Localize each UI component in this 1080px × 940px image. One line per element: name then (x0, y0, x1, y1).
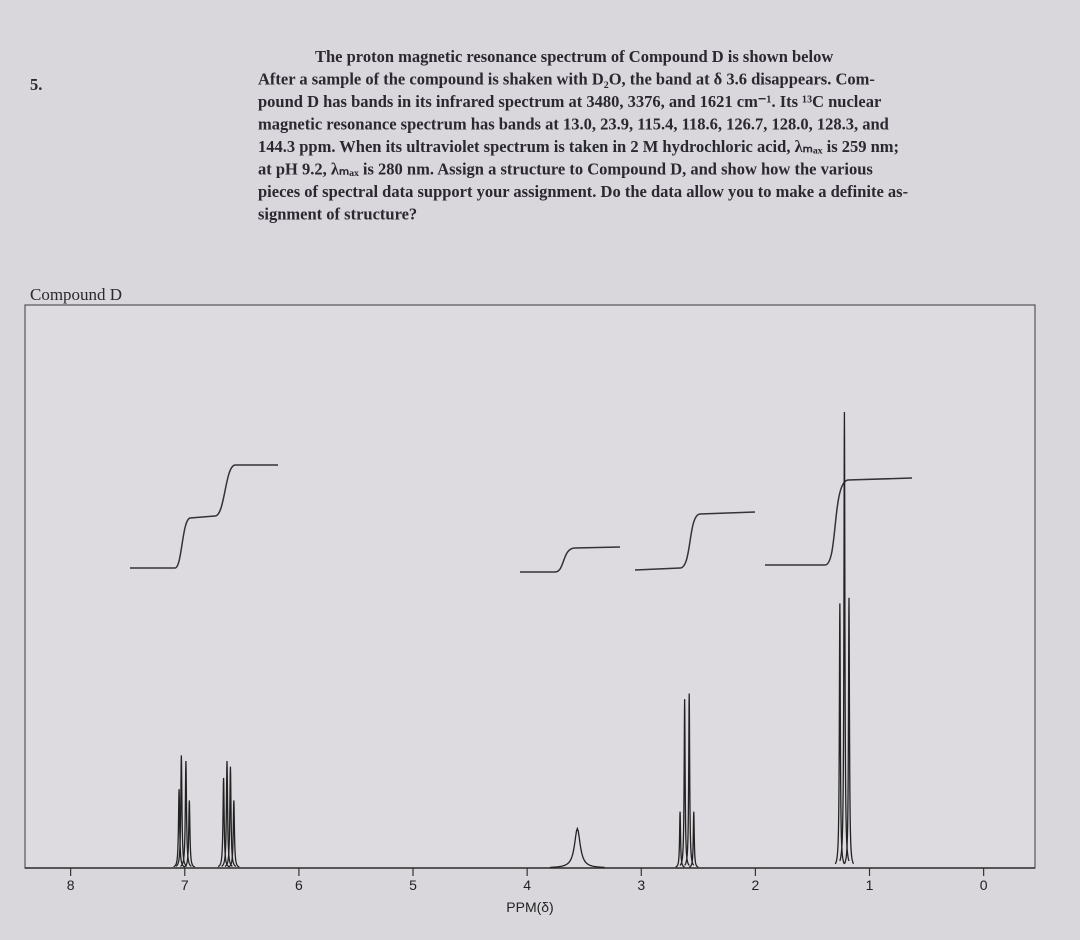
x-tick-label: 3 (637, 877, 645, 893)
peak (679, 699, 690, 866)
peak (843, 597, 855, 865)
peak (688, 811, 699, 868)
peak (183, 800, 196, 868)
peak (675, 811, 685, 868)
peak (224, 766, 237, 867)
integral (130, 464, 278, 569)
x-tick-label: 5 (409, 877, 417, 893)
peak (228, 800, 240, 868)
problem-line: pieces of spectral data support your ass… (258, 182, 908, 201)
compound-label: Compound D (30, 285, 122, 304)
integral (765, 477, 913, 566)
integral (520, 546, 621, 573)
x-tick-label: 8 (67, 877, 75, 893)
peak (173, 789, 185, 868)
plot-frame (24, 304, 1036, 869)
peak (175, 755, 188, 867)
peak (839, 411, 850, 862)
problem-line: at pH 9.2, λₘₐₓ is 280 nm. Assign a stru… (258, 160, 873, 179)
peak (834, 603, 845, 865)
x-tick-label: 4 (523, 877, 531, 893)
problem-line: 144.3 ppm. When its ultraviolet spectrum… (258, 137, 899, 156)
x-axis-label: PPM(δ) (506, 899, 553, 915)
problem-line: signment of structure? (258, 205, 417, 224)
peak (180, 761, 192, 867)
problem-line: magnetic resonance spectrum has bands at… (258, 115, 889, 134)
problem-line: After a sample of the compound is shaken… (258, 70, 875, 89)
peak (549, 826, 605, 869)
x-tick-label: 7 (181, 877, 189, 893)
problem-number: 5. (30, 75, 42, 94)
x-tick-label: 2 (751, 877, 759, 893)
problem-line: The proton magnetic resonance spectrum o… (315, 47, 833, 66)
x-tick-label: 0 (980, 877, 988, 893)
problem-line: pound D has bands in its infrared spectr… (258, 92, 881, 111)
integral (634, 511, 756, 571)
x-tick-label: 6 (295, 877, 303, 893)
x-tick-label: 1 (866, 877, 874, 893)
integration-curves (130, 464, 913, 573)
